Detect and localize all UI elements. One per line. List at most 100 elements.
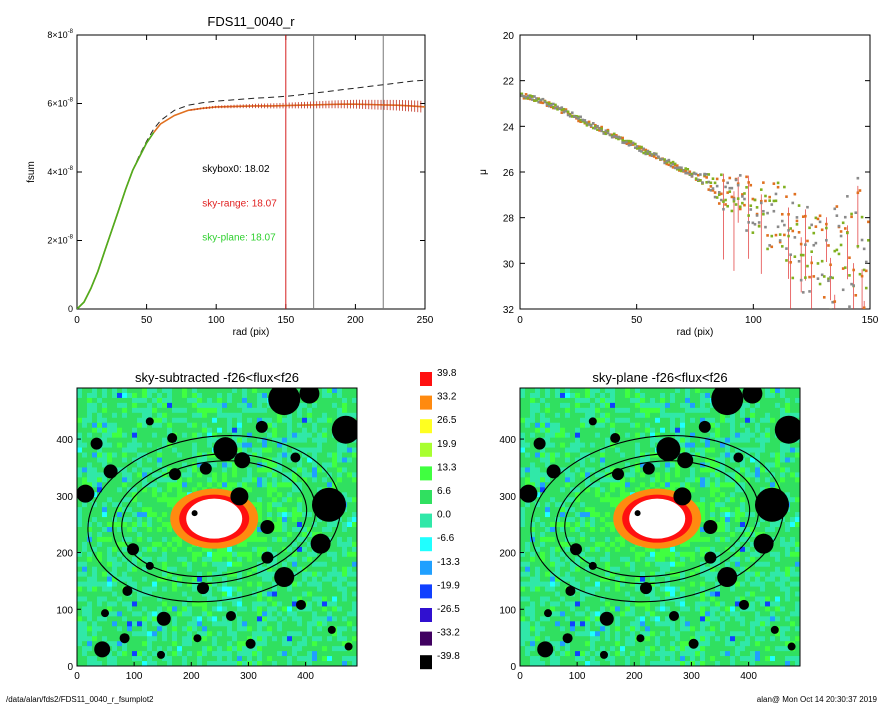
image-pixel (595, 388, 600, 393)
image-pixel (610, 631, 615, 636)
image-pixel (580, 582, 585, 587)
image-pixel (167, 587, 172, 592)
image-pixel (87, 636, 92, 641)
image-pixel (560, 616, 565, 621)
image-pixel (550, 433, 555, 438)
image-pixel (342, 467, 347, 472)
image-pixel (267, 512, 272, 517)
image-pixel (172, 547, 177, 552)
image-pixel (297, 467, 302, 472)
image-pixel (257, 547, 262, 552)
image-pixel (237, 611, 242, 616)
image-pixel (77, 542, 82, 547)
image-pixel (122, 616, 127, 621)
image-pixel (112, 626, 117, 631)
image-pixel (212, 636, 217, 641)
image-pixel (332, 408, 337, 413)
image-pixel (555, 448, 560, 453)
image-pixel (117, 487, 122, 492)
image-pixel (227, 393, 232, 398)
image-pixel (277, 482, 282, 487)
image-pixel (77, 537, 82, 542)
image-pixel (277, 601, 282, 606)
image-pixel (92, 418, 97, 423)
image-pixel (347, 606, 352, 611)
image-pixel (202, 616, 207, 621)
image-pixel (162, 477, 167, 482)
image-pixel (242, 587, 247, 592)
image-pixel (540, 577, 545, 582)
image-pixel (600, 408, 605, 413)
image-pixel (525, 636, 530, 641)
image-pixel (337, 398, 342, 403)
image-pixel (132, 487, 137, 492)
image-pixel (525, 547, 530, 552)
image-pixel (302, 552, 307, 557)
image-pixel (575, 418, 580, 423)
image-pixel (342, 453, 347, 458)
mu-point (758, 221, 761, 224)
image-pixel (332, 467, 337, 472)
image-pixel (132, 408, 137, 413)
image-pixel (92, 621, 97, 626)
image-pixel (535, 621, 540, 626)
image-pixel (580, 646, 585, 651)
image-pixel (157, 423, 162, 428)
image-pixel (575, 572, 580, 577)
image-pixel (122, 433, 127, 438)
image-pixel (317, 577, 322, 582)
image-pixel (197, 557, 202, 562)
image-pixel (600, 552, 605, 557)
image-pixel (147, 606, 152, 611)
image-pixel (347, 572, 352, 577)
image-pixel (262, 467, 267, 472)
mu-point (844, 216, 847, 219)
image-pixel (112, 651, 117, 656)
image-pixel (107, 418, 112, 423)
image-pixel (610, 497, 615, 502)
image-pixel (287, 631, 292, 636)
image-pixel (600, 601, 605, 606)
image-pixel (152, 641, 157, 646)
image-pixel (212, 462, 217, 467)
image-pixel (117, 393, 122, 398)
image-pixel (142, 458, 147, 463)
image-pixel (600, 631, 605, 636)
image-pixel (332, 522, 337, 527)
image-pixel (575, 537, 580, 542)
image-pixel (590, 517, 595, 522)
image-pixel (247, 616, 252, 621)
image-pixel (347, 592, 352, 597)
mu-point (785, 247, 788, 250)
image-pixel (302, 403, 307, 408)
image-pixel (342, 477, 347, 482)
image-pixel (555, 492, 560, 497)
image-pixel (97, 423, 102, 428)
image-pixel (102, 626, 107, 631)
image-pixel (312, 651, 317, 656)
image-pixel (560, 562, 565, 567)
image-pixel (112, 487, 117, 492)
image-pixel (177, 641, 182, 646)
image-pixel (102, 537, 107, 542)
image-pixel (585, 552, 590, 557)
image-pixel (167, 606, 172, 611)
image-pixel (97, 428, 102, 433)
image-pixel (162, 408, 167, 413)
image-pixel (262, 487, 267, 492)
image-pixel (585, 433, 590, 438)
image-pixel (565, 458, 570, 463)
image-pixel (257, 398, 262, 403)
image-pixel (327, 552, 332, 557)
image-pixel (162, 458, 167, 463)
image-pixel (182, 651, 187, 656)
mu-point (764, 226, 767, 229)
image-pixel (590, 582, 595, 587)
mu-point (745, 229, 748, 232)
image-pixel (107, 626, 112, 631)
image-pixel (585, 656, 590, 661)
image-pixel (142, 512, 147, 517)
image-pixel (252, 587, 257, 592)
image-pixel (192, 646, 197, 651)
masked-source (200, 463, 212, 475)
